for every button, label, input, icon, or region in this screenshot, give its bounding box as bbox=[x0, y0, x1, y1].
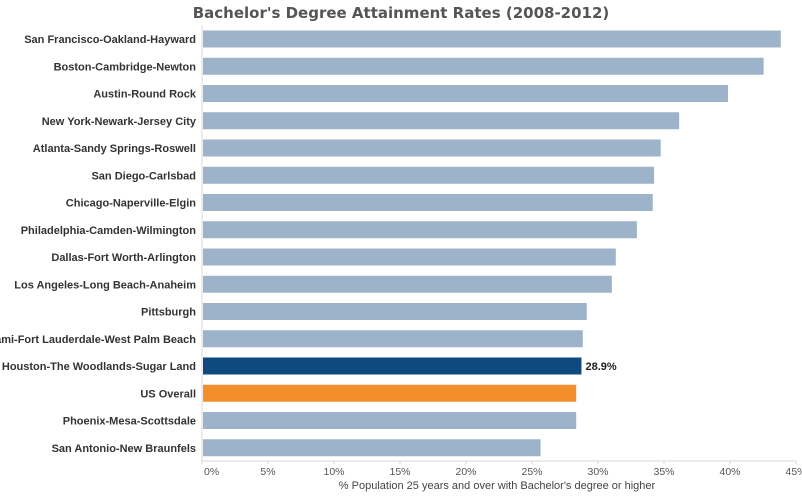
category-label-new-york-newark-jersey-city: New York-Newark-Jersey City bbox=[42, 116, 197, 128]
category-label-san-antonio-new-braunfels: San Antonio-New Braunfels bbox=[52, 443, 196, 455]
bar-san-antonio-new-braunfels[interactable] bbox=[203, 439, 541, 457]
category-label-miami-fort-lauderdale-west-palm-beach: Miami-Fort Lauderdale-West Palm Beach bbox=[0, 334, 196, 346]
x-tick-label: 15% bbox=[389, 466, 410, 478]
bar-phoenix-mesa-scottsdale[interactable] bbox=[203, 412, 577, 429]
bars-group bbox=[203, 30, 781, 457]
x-tick-label: 5% bbox=[260, 466, 275, 478]
category-label-austin-round-rock: Austin-Round Rock bbox=[93, 89, 197, 101]
x-tick-label: 30% bbox=[587, 466, 608, 478]
x-tick-label: 40% bbox=[719, 466, 740, 478]
bar-boston-cambridge-newton[interactable] bbox=[203, 57, 764, 75]
x-tick-label: 10% bbox=[323, 466, 344, 478]
x-tick-label: 25% bbox=[521, 466, 542, 478]
x-tick-label: 0% bbox=[204, 466, 219, 478]
x-tick-label: 35% bbox=[653, 466, 674, 478]
bar-philadelphia-camden-wilmington[interactable] bbox=[203, 221, 637, 239]
bar-san-diego-carlsbad[interactable] bbox=[203, 166, 655, 184]
x-axis-title: % Population 25 years and over with Bach… bbox=[339, 480, 656, 492]
x-tick-label: 20% bbox=[455, 466, 476, 478]
category-label-dallas-fort-worth-arlington: Dallas-Fort Worth-Arlington bbox=[51, 252, 196, 264]
data-label-houston-the-woodlands-sugar-land: 28.9% bbox=[585, 361, 616, 373]
category-label-atlanta-sandy-springs-roswell: Atlanta-Sandy Springs-Roswell bbox=[33, 143, 196, 155]
category-label-us-overall: US Overall bbox=[140, 388, 196, 400]
bar-san-francisco-oakland-hayward[interactable] bbox=[203, 30, 781, 48]
x-ticks-group: 0% 5% 10% 15% 20% 25% 30% 35% 40% 45% bbox=[201, 461, 802, 478]
bar-atlanta-sandy-springs-roswell[interactable] bbox=[203, 139, 661, 157]
bar-austin-round-rock[interactable] bbox=[203, 85, 728, 102]
chart-title: Bachelor's Degree Attainment Rates (2008… bbox=[192, 4, 610, 22]
bar-pittsburgh[interactable] bbox=[203, 303, 587, 320]
bar-new-york-newark-jersey-city[interactable] bbox=[203, 112, 680, 130]
bar-houston-the-woodlands-sugar-land[interactable] bbox=[203, 357, 582, 375]
category-label-san-francisco-oakland-hayward: San Francisco-Oakland-Hayward bbox=[24, 34, 196, 46]
category-label-san-diego-carlsbad: San Diego-Carlsbad bbox=[91, 170, 196, 182]
category-label-houston-the-woodlands-sugar-land: Houston-The Woodlands-Sugar Land bbox=[2, 361, 196, 373]
bar-los-angeles-long-beach-anaheim[interactable] bbox=[203, 275, 612, 293]
category-label-philadelphia-camden-wilmington: Philadelphia-Camden-Wilmington bbox=[21, 225, 197, 237]
category-label-phoenix-mesa-scottsdale: Phoenix-Mesa-Scottsdale bbox=[63, 416, 196, 428]
bar-dallas-fort-worth-arlington[interactable] bbox=[203, 248, 616, 266]
category-labels-group: San Francisco-Oakland-Hayward Boston-Camb… bbox=[0, 34, 197, 455]
category-label-chicago-naperville-elgin: Chicago-Naperville-Elgin bbox=[66, 198, 196, 210]
bar-miami-fort-lauderdale-west-palm-beach[interactable] bbox=[203, 330, 583, 348]
category-label-los-angeles-long-beach-anaheim: Los Angeles-Long Beach-Anaheim bbox=[14, 279, 196, 291]
category-label-boston-cambridge-newton: Boston-Cambridge-Newton bbox=[54, 61, 197, 73]
data-labels-group: 28.9% bbox=[585, 361, 616, 373]
category-label-pittsburgh: Pittsburgh bbox=[141, 307, 196, 319]
bar-us-overall[interactable] bbox=[203, 384, 577, 402]
bar-chicago-naperville-elgin[interactable] bbox=[203, 194, 653, 211]
x-tick-label: 45% bbox=[785, 466, 802, 478]
